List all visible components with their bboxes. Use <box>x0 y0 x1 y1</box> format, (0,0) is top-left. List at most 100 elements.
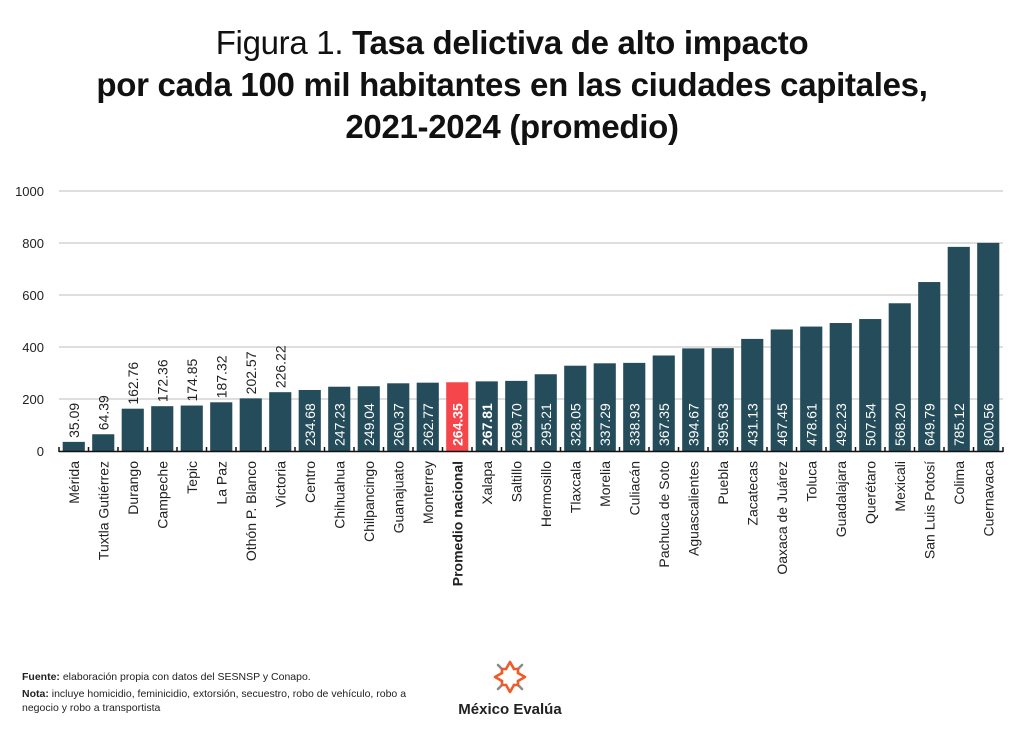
bar <box>239 398 262 451</box>
bar <box>682 348 705 451</box>
bar <box>800 326 823 451</box>
x-axis <box>58 447 1004 453</box>
category-label: Toluca <box>803 461 819 502</box>
value-label: 337.29 <box>597 403 613 446</box>
value-label: 264.35 <box>449 403 465 446</box>
category-label: San Luis Potosí <box>921 461 937 559</box>
y-tick-label: 1000 <box>15 184 44 199</box>
bar <box>505 380 528 451</box>
bar <box>387 383 410 451</box>
category-label: Hermosillo <box>538 461 554 527</box>
category-label: Colima <box>951 461 967 505</box>
value-label: 262.77 <box>420 403 436 446</box>
bar <box>711 348 734 451</box>
bar <box>298 389 321 451</box>
value-label: 202.57 <box>243 351 259 394</box>
category-label: Mexicali <box>892 461 908 512</box>
value-label: 467.45 <box>774 403 790 446</box>
bar <box>770 329 793 451</box>
logo: México Evalúa <box>445 660 575 718</box>
bar-chart: 0 200 400 600 800 1000 35.09 64.39 162.76 172.36… <box>15 184 1004 586</box>
category-label: Othón P. Blanco <box>243 461 259 561</box>
bar <box>829 323 852 451</box>
value-label: 187.32 <box>213 355 229 398</box>
y-tick-label: 200 <box>22 392 44 407</box>
bar <box>269 392 292 451</box>
footer-notes: Fuente: elaboración propia con datos del… <box>22 670 442 718</box>
note: Nota: incluye homicidio, feminicidio, ex… <box>22 688 407 714</box>
value-label: 226.22 <box>272 345 288 388</box>
category-label: Campeche <box>154 461 170 529</box>
bar <box>92 434 115 451</box>
value-label: 35.09 <box>66 403 82 438</box>
bar-highlight <box>446 382 469 451</box>
value-label: 338.93 <box>626 403 642 446</box>
y-tick-label: 800 <box>22 236 44 251</box>
category-label: Pachuca de Soto <box>656 461 672 568</box>
source-note: Fuente: elaboración propia con datos del… <box>22 671 311 683</box>
bar <box>977 242 1000 451</box>
category-label: Saltillo <box>508 461 524 502</box>
category-label: Victoria <box>272 461 288 508</box>
figure-number: Figura 1. <box>215 24 353 61</box>
value-label: 328.05 <box>567 403 583 446</box>
category-label: Chilpancingo <box>361 461 377 542</box>
value-label: 247.23 <box>331 403 347 446</box>
bar <box>328 386 351 451</box>
bar <box>62 441 85 451</box>
bar <box>475 381 498 451</box>
category-label: Aguascalientes <box>685 461 701 556</box>
category-label: Monterrey <box>420 461 436 524</box>
bar <box>652 355 675 451</box>
chart-title: Figura 1. Tasa delictiva de alto impacto… <box>0 22 1024 148</box>
value-label: 367.35 <box>656 403 672 446</box>
bar <box>416 382 439 451</box>
bar <box>593 363 616 451</box>
value-label: 172.36 <box>154 359 170 402</box>
category-label: Oaxaca de Juárez <box>774 461 790 575</box>
y-tick-label: 600 <box>22 288 44 303</box>
title-line-3: 2021-2024 (promedio) <box>345 108 679 145</box>
category-label: La Paz <box>213 461 229 505</box>
bar <box>888 303 911 451</box>
category-label: Tepic <box>184 461 200 494</box>
bars <box>62 242 1000 451</box>
logo-text: México Evalúa <box>458 701 562 718</box>
value-label: 260.37 <box>390 403 406 446</box>
category-label: Cuernavaca <box>980 461 996 537</box>
value-label: 507.54 <box>862 403 878 446</box>
category-label: Mérida <box>66 461 82 504</box>
value-label: 649.79 <box>921 403 937 446</box>
bar <box>534 374 557 451</box>
category-label: Tlaxcala <box>567 461 583 513</box>
y-tick-label: 0 <box>37 444 44 459</box>
value-label: 295.21 <box>538 403 554 446</box>
category-labels: Mérida Tuxtla Gutiérrez Durango Campeche Tep… <box>66 461 997 586</box>
bar <box>918 282 941 451</box>
y-axis-ticks: 0 200 400 600 800 1000 <box>15 184 44 459</box>
value-label: 478.61 <box>803 403 819 446</box>
value-label: 395.63 <box>715 403 731 446</box>
bar <box>210 402 233 451</box>
category-label: Xalapa <box>479 461 495 505</box>
category-label: Durango <box>125 461 141 515</box>
bar <box>357 386 380 451</box>
category-label: Querétaro <box>862 461 878 524</box>
bar <box>623 362 646 451</box>
value-label: 234.68 <box>302 403 318 446</box>
category-label: Culiacán <box>626 461 642 515</box>
category-label: Promedio nacional <box>449 461 465 586</box>
value-label: 269.70 <box>508 403 524 446</box>
category-label: Chihuahua <box>331 461 347 529</box>
value-label: 800.56 <box>980 403 996 446</box>
bar <box>859 319 882 451</box>
category-label: Tuxtla Gutiérrez <box>95 461 111 560</box>
bar <box>564 365 587 451</box>
title-line-1: Tasa delictiva de alto impacto <box>352 24 809 61</box>
value-label: 64.39 <box>95 395 111 430</box>
category-label: Guadalajara <box>833 461 849 537</box>
bar <box>947 246 970 451</box>
bar <box>151 406 174 451</box>
bar <box>741 338 764 451</box>
value-label: 785.12 <box>951 403 967 446</box>
